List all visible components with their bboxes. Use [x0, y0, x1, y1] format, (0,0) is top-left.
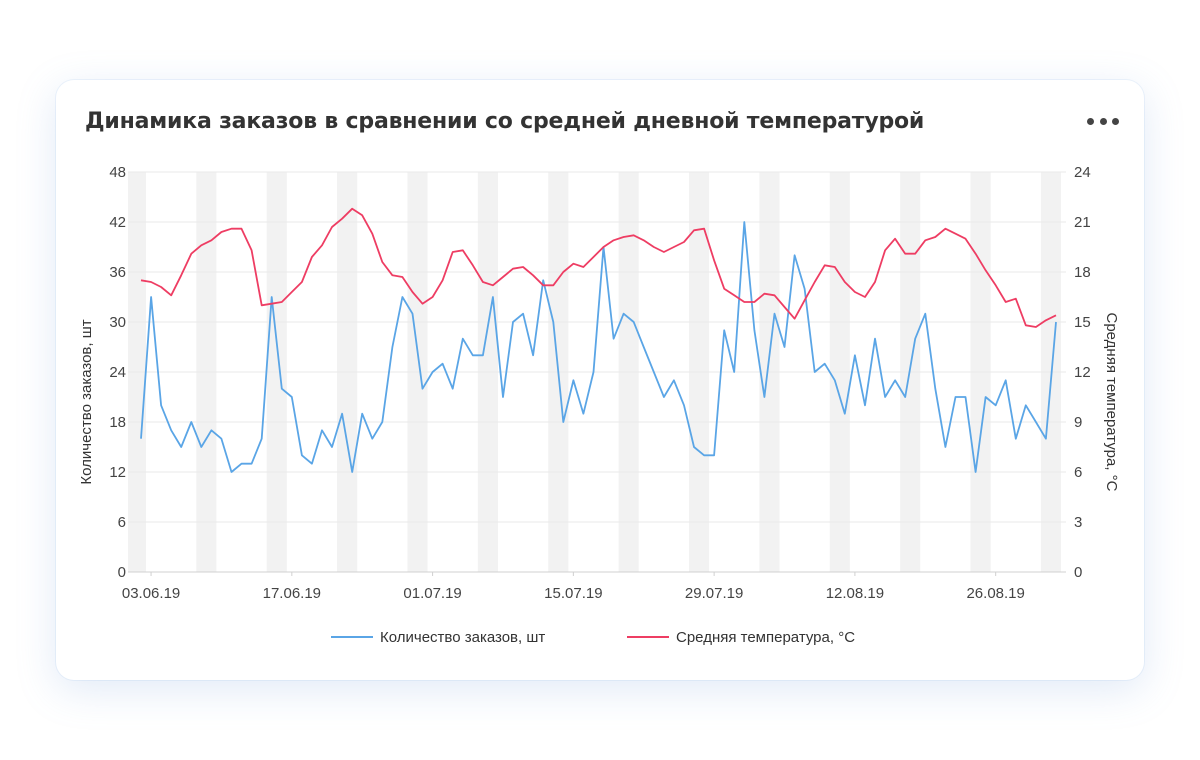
y-tick-label: 36 — [109, 264, 126, 281]
x-tick-label: 15.07.19 — [544, 585, 602, 602]
left-axis-title: Количество заказов, шт — [78, 319, 95, 484]
legend-item-orders[interactable]: Количество заказов, шт — [331, 629, 545, 646]
temperature-line — [140, 207, 1057, 328]
y2-tick-label: 3 — [1074, 514, 1082, 531]
x-tick-label: 01.07.19 — [403, 585, 461, 602]
more-horizontal-icon — [1087, 117, 1094, 125]
x-tick-label: 29.07.19 — [685, 585, 743, 602]
legend-label-temperature: Средняя температура, °C — [676, 629, 855, 646]
y-tick-label: 12 — [109, 464, 126, 481]
series-lines — [140, 207, 1057, 473]
y-tick-label: 6 — [118, 514, 126, 531]
right-axis-title: Средняя температура, °C — [1103, 312, 1120, 491]
left-axis-ticks: 0 6 12 18 24 30 36 42 48 — [109, 164, 126, 581]
x-tick-label: 03.06.19 — [122, 585, 180, 602]
more-menu-button[interactable] — [1087, 114, 1119, 128]
legend-item-temperature[interactable]: Средняя температура, °C — [627, 629, 855, 646]
legend-label-orders: Количество заказов, шт — [380, 629, 545, 646]
more-horizontal-icon — [1112, 117, 1119, 125]
y2-tick-label: 12 — [1074, 364, 1091, 381]
y-tick-label: 30 — [109, 314, 126, 331]
more-horizontal-icon — [1099, 117, 1107, 125]
legend: Количество заказов, шт Средняя температу… — [331, 629, 855, 646]
y2-tick-label: 18 — [1074, 264, 1091, 281]
y2-tick-label: 9 — [1074, 414, 1082, 431]
y2-tick-label: 21 — [1074, 214, 1091, 231]
y-tick-label: 42 — [109, 214, 126, 231]
x-tick-label: 26.08.19 — [966, 585, 1024, 602]
y-tick-label: 18 — [109, 414, 126, 431]
chart-title: Динамика заказов в сравнении со средней … — [85, 109, 925, 134]
y-tick-label: 24 — [109, 364, 126, 381]
y-tick-label: 0 — [118, 564, 126, 581]
orders-line — [140, 221, 1057, 473]
y2-tick-label: 0 — [1074, 564, 1082, 581]
y2-tick-label: 15 — [1074, 314, 1091, 331]
y-tick-label: 48 — [109, 164, 126, 181]
y2-tick-label: 6 — [1074, 464, 1082, 481]
x-axis-ticks: 03.06.19 17.06.19 01.07.19 15.07.19 29.07.19… — [122, 572, 1025, 602]
x-tick-label: 12.08.19 — [826, 585, 884, 602]
chart-card: Динамика заказов в сравнении со средней … — [56, 80, 1144, 680]
x-tick-label: 17.06.19 — [263, 585, 321, 602]
y2-tick-label: 24 — [1074, 164, 1091, 181]
right-axis-ticks: 0 3 6 9 12 15 18 21 24 — [1074, 164, 1091, 581]
